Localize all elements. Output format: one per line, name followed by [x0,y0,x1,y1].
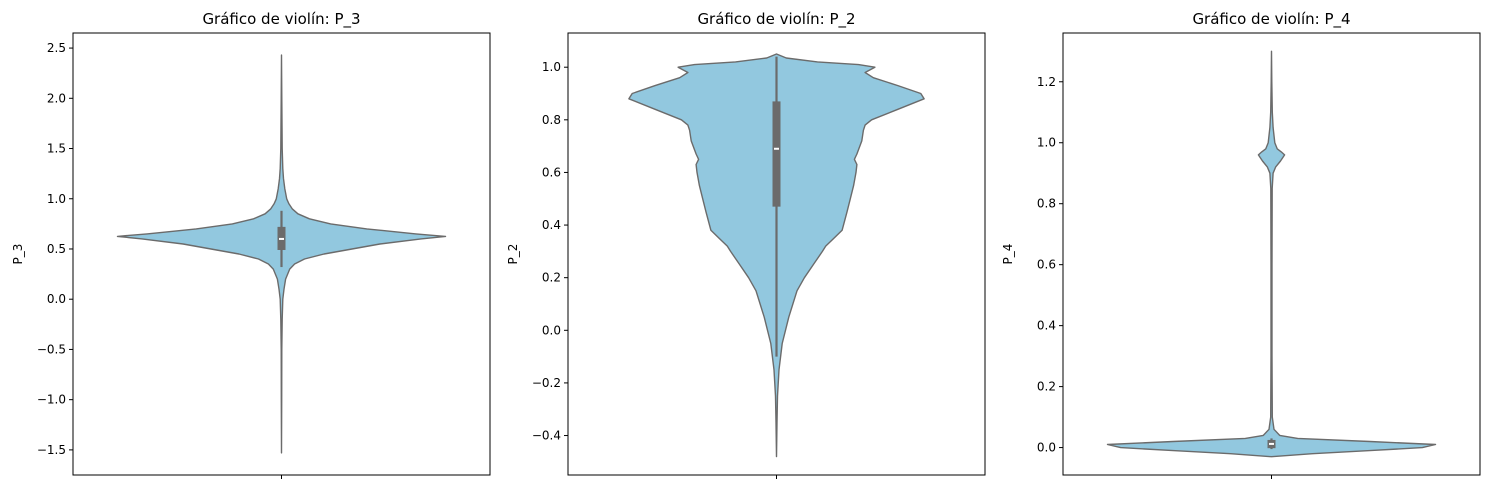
violin-chart-1: −1.5 −1.0 −0.5 0.0 0.5 1.0 1.5 2.0 2.5 Gráfico de… [11,10,491,479]
chart1-ytick-label: 2.0 [47,91,66,105]
chart3-ylabel: P_4 [1001,244,1015,265]
chart3-ytick-label: 0.2 [1037,380,1056,394]
chart3-ytick-label: 0.4 [1037,319,1056,333]
chart1-ytick-label: 0.0 [47,292,66,306]
chart2-ytick-label: 0.0 [542,323,561,337]
chart2-ytick-label: 0.2 [542,271,561,285]
chart3-title: Gráfico de violín: P_4 [1192,10,1350,29]
chart1-ytick-label: −1.5 [37,443,66,457]
chart2-ytick-label: 0.8 [542,113,561,127]
chart2-ytick-label: −0.4 [532,429,561,443]
chart3-ytick-label: 0.6 [1037,258,1056,272]
chart1-ytick-label: −1.0 [37,393,66,407]
chart3-ytick-label: 1.2 [1037,75,1056,89]
chart3-ytick-label: 1.0 [1037,136,1056,150]
violin-chart-3: 0.0 0.2 0.4 0.6 0.8 1.0 1.2 Gráfico de violín: … [1001,10,1481,479]
chart2-ylabel: P_2 [506,244,520,265]
chart1-ytick-label: 2.5 [47,41,66,55]
violin-chart-2: −0.4 −0.2 0.0 0.2 0.4 0.6 0.8 1.0 Gráfico de vio… [506,10,986,479]
chart1-ylabel: P_3 [11,244,25,265]
chart1-ytick-label: 1.0 [47,192,66,206]
chart2-ytick-label: 1.0 [542,60,561,74]
chart2-ytick-label: −0.2 [532,376,561,390]
chart1-ytick-label: 1.5 [47,142,66,156]
chart1-ytick-label: 0.5 [47,242,66,256]
chart2-title: Gráfico de violín: P_2 [697,10,855,29]
chart2-iqr-box [772,101,781,207]
chart3-violin-body [1106,50,1437,458]
chart2-ytick-label: 0.6 [542,165,561,179]
chart1-title: Gráfico de violín: P_3 [202,10,360,29]
chart3-ytick-label: 0.0 [1037,441,1056,455]
chart3-ytick-label: 0.8 [1037,197,1056,211]
chart1-ytick-label: −0.5 [37,342,66,356]
chart2-ytick-label: 0.4 [542,218,561,232]
